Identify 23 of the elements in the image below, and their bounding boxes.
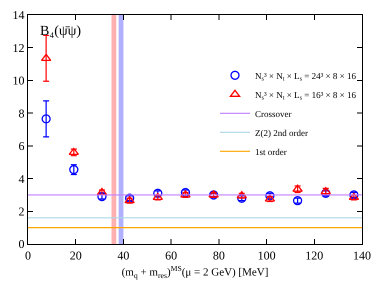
legend-label: Z(2) 2nd order bbox=[255, 128, 308, 138]
y-tick-label: 8 bbox=[18, 106, 24, 120]
x-axis-title: (m$_{q}$ + m$_{res}$)$^{MS}$(μ = 2 GeV) [MeV] bbox=[122, 264, 268, 280]
legend-label: Crossover bbox=[255, 108, 292, 119]
legend-label: N$_{s}$³ × N$_{t}$ × L$_{s}$ = 16³ × 8 × 16 bbox=[255, 90, 356, 102]
y-tick-label: 10 bbox=[12, 74, 24, 88]
x-tick-label: 80 bbox=[212, 248, 225, 262]
y-tick-label: 14 bbox=[12, 8, 24, 22]
text: B₄(ψ̄ψ) bbox=[40, 24, 82, 39]
x-tick-label: 20 bbox=[70, 248, 82, 262]
y-tick-label: 12 bbox=[12, 40, 24, 55]
x-tick-label: 40 bbox=[117, 248, 130, 262]
x-tick-label: 120 bbox=[305, 248, 324, 262]
y-tick-label: 4 bbox=[18, 172, 24, 186]
y-tick-label: 6 bbox=[18, 139, 24, 154]
point bbox=[41, 114, 51, 124]
x-tick-label: 140 bbox=[353, 248, 371, 262]
y-tick-label: 2 bbox=[18, 204, 24, 218]
legend-label: N$_{s}$³ × N$_{t}$ × L$_{s}$ = 24³ × 8 × 16 bbox=[255, 70, 356, 83]
x-tick-label: 100 bbox=[258, 248, 276, 262]
y-tick-label: 0 bbox=[18, 237, 24, 252]
legend-label: 1st order bbox=[255, 146, 287, 157]
x-tick-label: 60 bbox=[165, 248, 178, 262]
